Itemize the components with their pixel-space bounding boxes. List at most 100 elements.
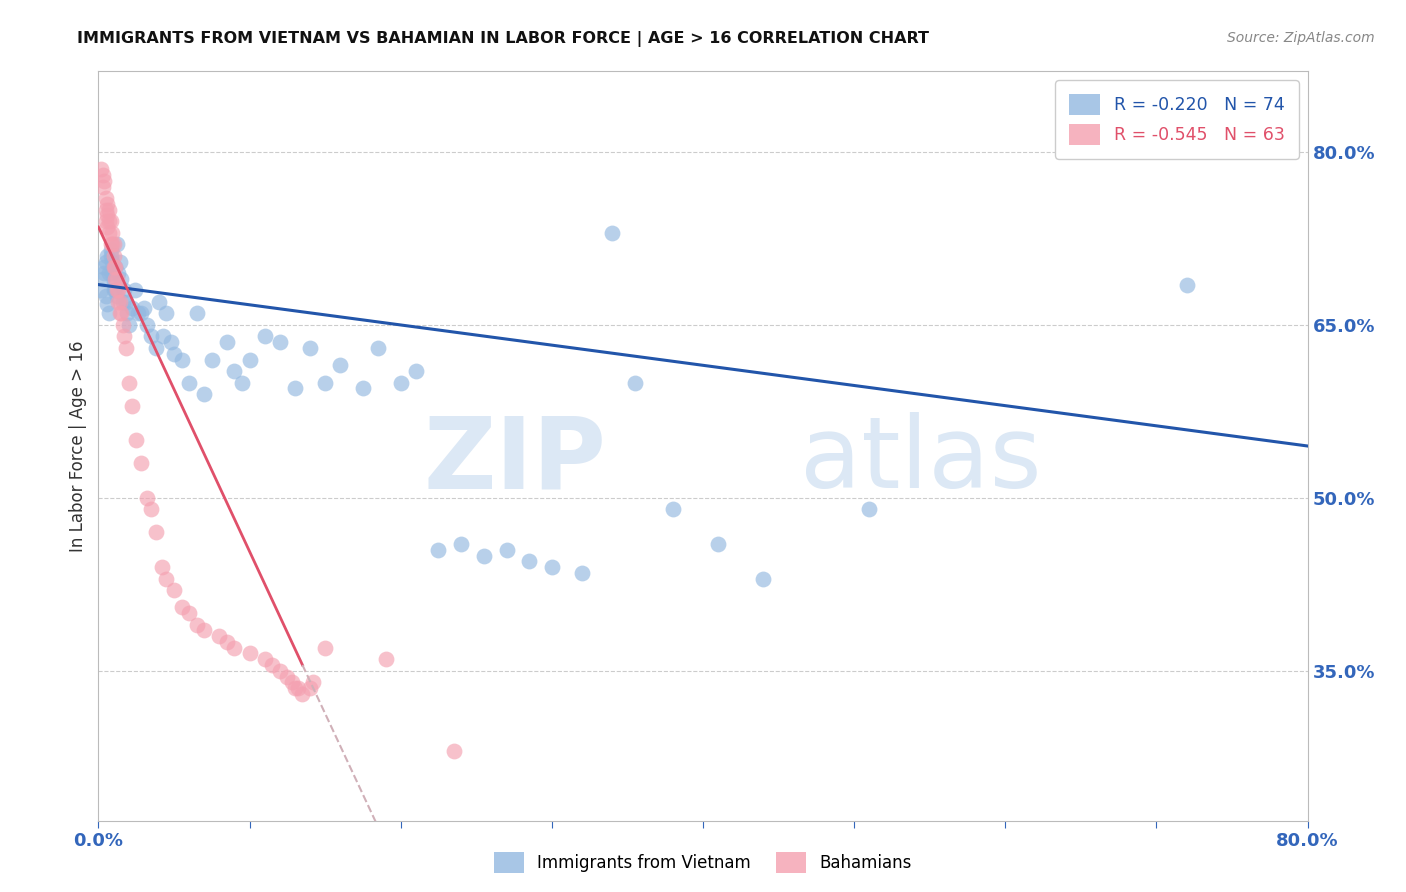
Point	[284, 381, 307, 395]
Point	[314, 640, 336, 655]
Point	[103, 284, 125, 298]
Point	[94, 202, 117, 217]
Point	[284, 681, 307, 695]
Point	[100, 249, 122, 263]
Point	[215, 335, 238, 350]
Point	[98, 266, 121, 280]
Y-axis label: In Labor Force | Age > 16: In Labor Force | Age > 16	[69, 340, 87, 552]
Point	[624, 376, 647, 390]
Point	[103, 274, 125, 288]
Point	[170, 600, 193, 615]
Point	[98, 202, 121, 217]
Point	[215, 635, 238, 649]
Text: Source: ZipAtlas.com: Source: ZipAtlas.com	[1227, 31, 1375, 45]
Point	[201, 352, 224, 367]
Point	[129, 306, 152, 320]
Point	[186, 306, 208, 320]
Point	[224, 364, 246, 378]
Point	[101, 237, 124, 252]
Point	[186, 617, 208, 632]
Point	[208, 629, 231, 643]
Point	[1175, 277, 1198, 292]
Point	[111, 294, 134, 309]
Point	[90, 162, 112, 177]
Point	[450, 537, 472, 551]
Point	[112, 329, 135, 343]
Point	[91, 168, 114, 182]
Point	[94, 214, 117, 228]
Point	[118, 318, 141, 332]
Point	[858, 502, 880, 516]
Point	[155, 306, 177, 320]
Point	[110, 272, 132, 286]
Point	[571, 566, 593, 580]
Point	[193, 387, 215, 401]
Point	[287, 681, 309, 695]
Point	[707, 537, 730, 551]
Point	[163, 347, 186, 361]
Point	[105, 289, 128, 303]
Point	[253, 652, 276, 666]
Point	[352, 381, 374, 395]
Point	[281, 675, 304, 690]
Point	[540, 560, 562, 574]
Point	[231, 376, 253, 390]
Point	[124, 284, 146, 298]
Point	[104, 272, 127, 286]
Point	[114, 294, 136, 309]
Point	[105, 272, 128, 286]
Point	[105, 284, 128, 298]
Point	[96, 197, 118, 211]
Point	[299, 341, 322, 355]
Point	[152, 329, 174, 343]
Point	[93, 266, 115, 280]
Point	[104, 260, 127, 275]
Point	[163, 583, 186, 598]
Point	[299, 681, 322, 695]
Point	[155, 572, 177, 586]
Point	[103, 249, 125, 263]
Point	[105, 237, 128, 252]
Point	[112, 284, 135, 298]
Point	[661, 502, 683, 516]
Point	[101, 226, 124, 240]
Point	[121, 301, 143, 315]
Point	[127, 306, 149, 320]
Point	[91, 179, 114, 194]
Point	[179, 606, 201, 620]
Point	[96, 249, 118, 263]
Point	[239, 647, 262, 661]
Point	[98, 226, 121, 240]
Point	[101, 266, 124, 280]
Point	[93, 174, 115, 188]
Point	[115, 306, 138, 320]
Point	[374, 652, 396, 666]
Point	[104, 260, 127, 275]
Point	[224, 640, 246, 655]
Point	[145, 525, 167, 540]
Point	[752, 572, 775, 586]
Point	[107, 284, 129, 298]
Text: IMMIGRANTS FROM VIETNAM VS BAHAMIAN IN LABOR FORCE | AGE > 16 CORRELATION CHART: IMMIGRANTS FROM VIETNAM VS BAHAMIAN IN L…	[77, 31, 929, 47]
Point	[443, 744, 465, 758]
Point	[103, 260, 125, 275]
Point	[193, 624, 215, 638]
Point	[132, 301, 155, 315]
Point	[93, 260, 115, 275]
Point	[329, 359, 352, 373]
Point	[100, 214, 122, 228]
Point	[145, 341, 167, 355]
Point	[135, 318, 157, 332]
Point	[427, 542, 450, 557]
Point	[495, 542, 517, 557]
Point	[141, 329, 163, 343]
Point	[291, 687, 314, 701]
Point	[96, 209, 118, 223]
Point	[135, 491, 157, 505]
Point	[170, 352, 193, 367]
Point	[94, 254, 117, 268]
Point	[90, 284, 112, 298]
Point	[110, 306, 132, 320]
Point	[108, 254, 131, 268]
Point	[103, 237, 125, 252]
